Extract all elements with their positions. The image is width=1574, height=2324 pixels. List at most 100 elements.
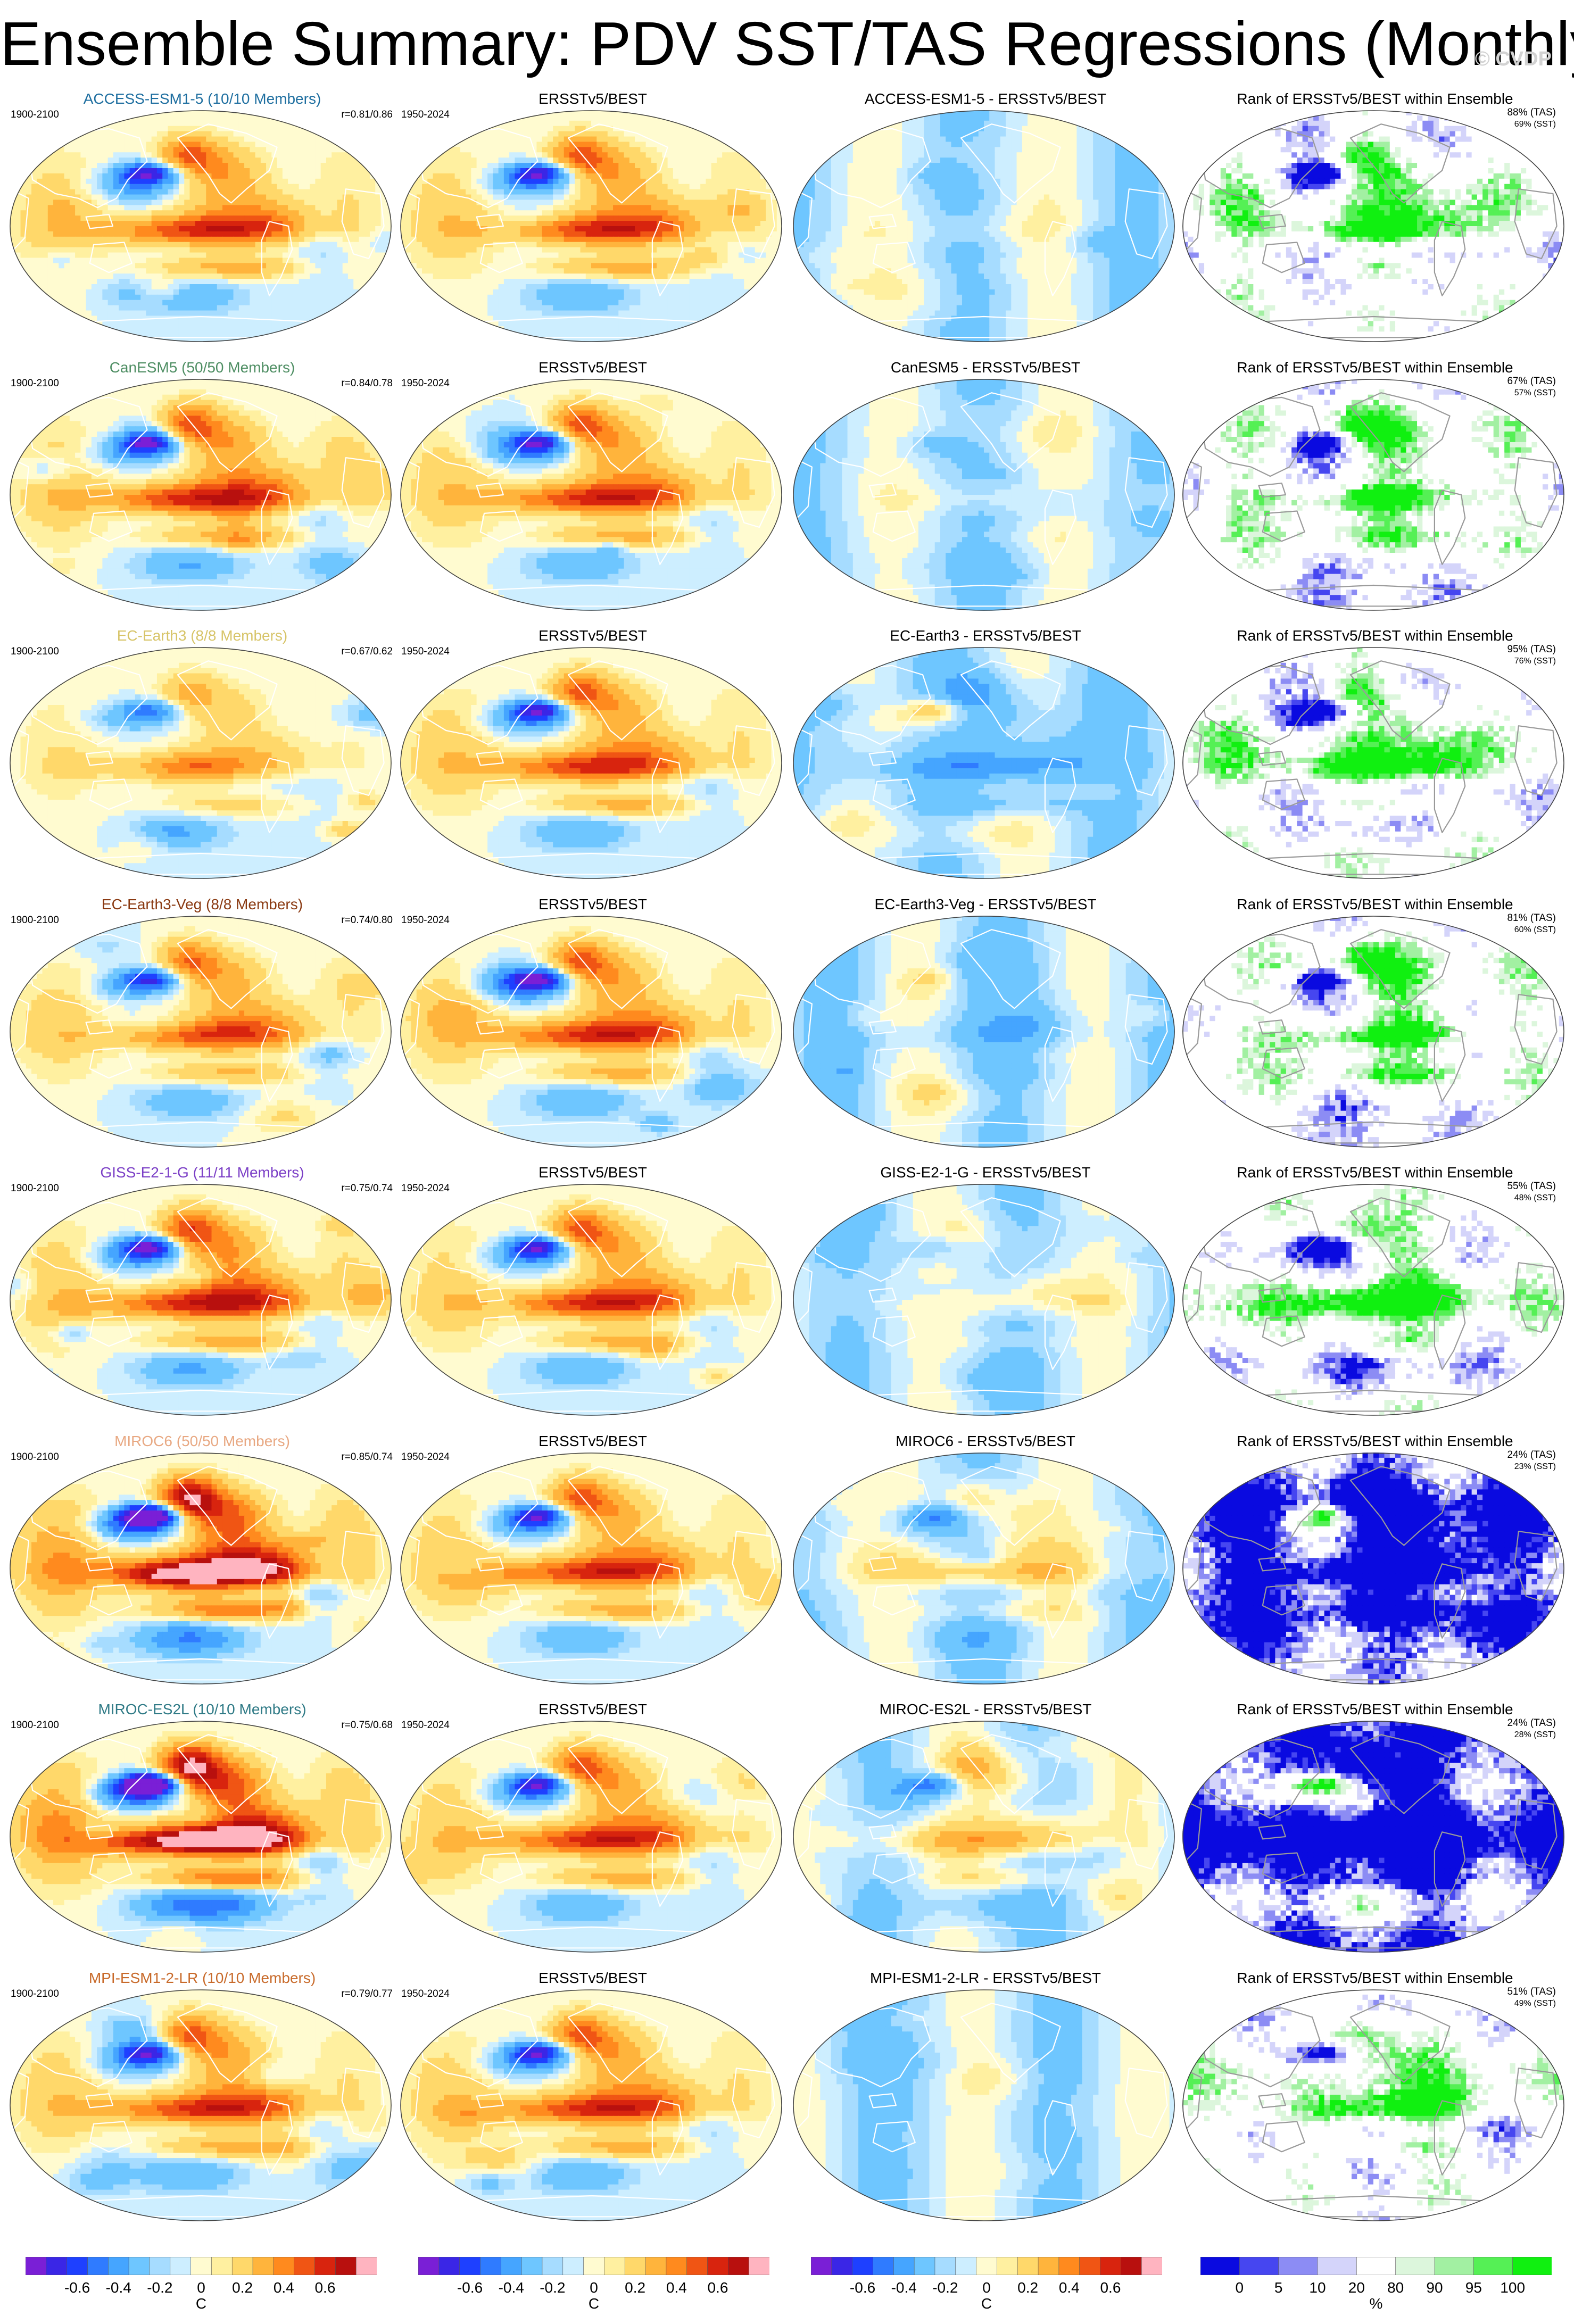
colorbar-tick-label: -0.4: [499, 2279, 524, 2296]
colorbar-unit: C: [981, 2295, 992, 2312]
colorbar-swatch: [1038, 2257, 1059, 2275]
regression-map: [400, 895, 785, 1161]
cvdp-watermark: © CVDP: [1475, 48, 1552, 71]
colorbar-swatches: [26, 2257, 377, 2275]
colorbar-swatch: [253, 2257, 274, 2275]
colorbar-swatch: [1059, 2257, 1080, 2275]
colorbar-tick-label: 0.4: [666, 2279, 687, 2296]
regression-map: [10, 1164, 395, 1430]
panel-diff-row-4: EC-Earth3-Veg - ERSSTv5/BEST: [793, 895, 1178, 1161]
colorbar-swatch: [1356, 2257, 1396, 2275]
colorbar-tick-label: 0.2: [625, 2279, 645, 2296]
colorbar-swatch: [356, 2257, 377, 2275]
colorbar-swatch: [191, 2257, 212, 2275]
panel-model-row-4: EC-Earth3-Veg (8/8 Members) 1900-2100 r=0.…: [10, 895, 395, 1161]
colorbar-swatch: [1080, 2257, 1100, 2275]
rank-map: [1182, 90, 1568, 356]
colorbar-tick-label: 20: [1348, 2279, 1365, 2296]
colorbar-swatch: [997, 2257, 1017, 2275]
colorbar-tick-label: 0: [590, 2279, 598, 2296]
colorbar-swatch: [1279, 2257, 1318, 2275]
colorbar-tick-label: 0.6: [314, 2279, 335, 2296]
regression-map: [400, 359, 785, 625]
colorbar-tick-label: -0.2: [147, 2279, 172, 2296]
panel-rank-row-3: Rank of ERSSTv5/BEST within Ensemble 95% …: [1182, 627, 1568, 893]
panel-diff-row-3: EC-Earth3 - ERSSTv5/BEST: [793, 627, 1178, 893]
panel-diff-row-1: ACCESS-ESM1-5 - ERSSTv5/BEST: [793, 90, 1178, 356]
rank-map: [1182, 1164, 1568, 1430]
panel-obs-row-4: ERSSTv5/BEST 1950-2024: [400, 895, 785, 1161]
regression-map: [10, 1432, 395, 1698]
regression-map: [793, 1432, 1178, 1698]
colorbar-swatch: [1200, 2257, 1240, 2275]
panel-model-row-5: GISS-E2-1-G (11/11 Members) 1900-2100 r=0.…: [10, 1164, 395, 1430]
colorbar-swatch: [418, 2257, 439, 2275]
colorbar-swatch: [832, 2257, 852, 2275]
colorbar-swatch: [1513, 2257, 1552, 2275]
colorbar-swatch: [67, 2257, 88, 2275]
colorbar-tick-label: 0: [1236, 2279, 1244, 2296]
panel-rank-row-1: Rank of ERSSTv5/BEST within Ensemble 88% …: [1182, 90, 1568, 356]
colorbar-swatch: [645, 2257, 666, 2275]
regression-map: [400, 627, 785, 893]
colorbar-swatch: [1100, 2257, 1121, 2275]
colorbar-swatch: [46, 2257, 67, 2275]
colorbar-swatch: [1435, 2257, 1474, 2275]
colorbar-swatch: [749, 2257, 769, 2275]
colorbar-swatch: [935, 2257, 956, 2275]
colorbar-swatch: [687, 2257, 708, 2275]
panel-obs-row-7: ERSSTv5/BEST 1950-2024: [400, 1700, 785, 1966]
colorbar-swatch: [480, 2257, 501, 2275]
colorbar-swatch: [294, 2257, 315, 2275]
colorbar-swatch: [976, 2257, 997, 2275]
colorbar-swatch: [604, 2257, 625, 2275]
colorbar-swatch: [129, 2257, 150, 2275]
colorbar-swatch: [625, 2257, 645, 2275]
colorbar-swatch: [150, 2257, 170, 2275]
regression-map: [400, 1969, 785, 2235]
colorbar-swatch: [893, 2257, 914, 2275]
colorbar-tick-label: 0.4: [274, 2279, 294, 2296]
regression-map: [10, 359, 395, 625]
regression-map: [400, 1432, 785, 1698]
colorbar-swatch: [1017, 2257, 1038, 2275]
colorbar-tick-label: 0.6: [1100, 2279, 1121, 2296]
regression-map: [400, 1700, 785, 1966]
colorbar-swatch: [232, 2257, 253, 2275]
colorbar-tick-label: -0.6: [457, 2279, 483, 2296]
panel-obs-row-5: ERSSTv5/BEST 1950-2024: [400, 1164, 785, 1430]
colorbar-tick-label: -0.6: [850, 2279, 875, 2296]
regression-map: [793, 1700, 1178, 1966]
colorbar-swatch: [852, 2257, 873, 2275]
colorbar-swatch: [728, 2257, 749, 2275]
regression-map: [793, 359, 1178, 625]
panel-obs-row-1: ERSSTv5/BEST 1950-2024: [400, 90, 785, 356]
colorbar-swatch: [1396, 2257, 1435, 2275]
colorbar-swatch: [26, 2257, 46, 2275]
regression-map: [10, 1969, 395, 2235]
colorbar-tick-label: -0.6: [64, 2279, 90, 2296]
colorbar-swatches: [811, 2257, 1162, 2275]
colorbar-swatch: [708, 2257, 728, 2275]
panel-obs-row-8: ERSSTv5/BEST 1950-2024: [400, 1969, 785, 2235]
colorbar-unit: C: [196, 2295, 206, 2312]
colorbar-tick-label: 5: [1274, 2279, 1283, 2296]
colorbar-swatch: [211, 2257, 232, 2275]
colorbar-swatch: [87, 2257, 108, 2275]
colorbar-tick-label: 0.4: [1059, 2279, 1080, 2296]
colorbar-unit: %: [1370, 2295, 1383, 2312]
regression-map: [793, 627, 1178, 893]
regression-map: [10, 1700, 395, 1966]
regression-map: [793, 90, 1178, 356]
regression-map: [10, 895, 395, 1161]
panel-obs-row-3: ERSSTv5/BEST 1950-2024: [400, 627, 785, 893]
panel-model-row-1: ACCESS-ESM1-5 (10/10 Members) 1900-2100 r=…: [10, 90, 395, 356]
temperature-colorbar: -0.6 -0.4 -0.2 0 0.2 0.4 0.6 C: [418, 2257, 769, 2315]
panel-model-row-8: MPI-ESM1-2-LR (10/10 Members) 1900-2100 r=…: [10, 1969, 395, 2235]
colorbar-swatch: [315, 2257, 336, 2275]
panel-model-row-6: MIROC6 (50/50 Members) 1900-2100 r=0.85/0.…: [10, 1432, 395, 1698]
panel-model-row-2: CanESM5 (50/50 Members) 1900-2100 r=0.84/0…: [10, 359, 395, 625]
panel-diff-row-7: MIROC-ES2L - ERSSTv5/BEST: [793, 1700, 1178, 1966]
colorbar-tick-label: 0.2: [1017, 2279, 1038, 2296]
colorbar-tick-label: 0.6: [707, 2279, 728, 2296]
